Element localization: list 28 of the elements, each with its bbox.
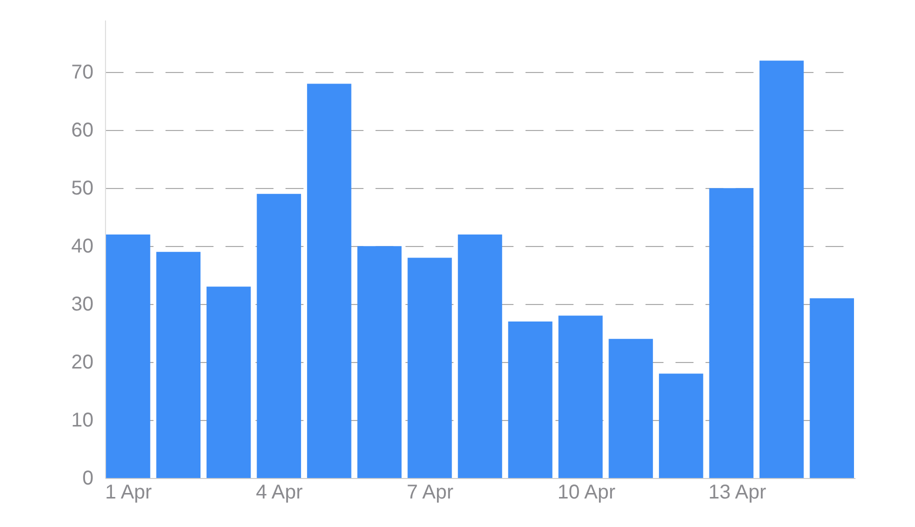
y-tick-label: 70 [71,62,94,84]
x-tick-label: 13 Apr [708,482,767,504]
bar [307,84,352,478]
bar [206,286,251,478]
bar [458,234,502,478]
bar [658,374,704,478]
y-tick-label: 20 [71,352,94,374]
x-tick-label: 7 Apr [406,482,454,504]
bar [106,234,150,478]
bar [408,258,452,478]
x-tick-label: 1 Apr [105,482,152,504]
x-tick-label: 4 Apr [256,482,303,504]
bar [256,194,302,478]
bar [759,60,804,478]
bar [156,252,201,478]
y-tick-label: 0 [82,468,94,490]
y-tick-label: 50 [71,178,94,200]
bar [357,246,402,478]
bar [558,316,603,478]
bar [709,188,754,478]
x-tick-label: 10 Apr [558,482,616,504]
y-tick-label: 10 [71,410,94,432]
y-tick-label: 30 [71,294,94,316]
y-tick-label: 40 [71,236,94,258]
bar [608,338,653,478]
bar [508,321,552,478]
bar [810,298,854,478]
y-tick-label: 60 [71,120,94,142]
